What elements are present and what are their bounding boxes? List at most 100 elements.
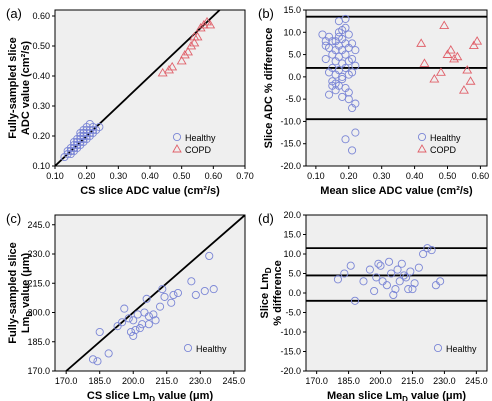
data-point-healthy [384,257,394,266]
identity-line [65,215,245,371]
legend-label: COPD [185,145,212,155]
data-point-healthy [341,135,350,144]
data-point-copd [198,19,209,29]
legend-label: Healthy [430,133,461,143]
data-point-copd [465,76,476,85]
data-point-healthy [348,39,357,48]
data-point-copd [472,36,483,45]
x-tick-label: 0.50 [173,171,191,181]
data-point-healthy [135,324,144,333]
y-axis-label: Fully-sampled slice [7,242,19,343]
data-point-healthy [173,288,182,298]
data-point-healthy [66,146,75,156]
data-point-copd [445,45,456,54]
data-point-healthy [200,286,209,296]
y-tick-label: -5.0 [285,94,301,104]
data-point-healthy [333,275,342,284]
legend-marker-triangle [172,144,182,153]
data-point-healthy [341,50,350,59]
x-axis-label: CS slice ADC value (cm²/s) [80,185,220,197]
data-point-healthy [149,310,158,319]
y-tick-label: 5.0 [288,50,301,60]
plot-content [55,10,221,166]
data-point-copd [452,51,463,61]
y-axis-label: ADC value (cm²/s) [20,41,32,135]
data-point-healthy [321,54,330,64]
data-point-healthy [118,318,127,327]
data-point-healthy [324,68,334,77]
x-tick-label: 0.60 [472,171,490,181]
x-tick-label: 0.10 [46,171,64,181]
data-point-healthy [344,88,353,97]
data-point-healthy [334,28,343,37]
y-tick-label: 245.0 [27,220,50,230]
panel-b: (b) 0.10 0.20 0.30 0.40 0.50 0.60 15.0 10.0 5.0 0.… [258,5,489,197]
legend-label: COPD [430,145,457,155]
x-tick-label: 0.30 [373,171,391,181]
data-point-healthy [151,316,160,325]
y-tick-label: 20.0 [283,210,301,220]
data-point-healthy [344,95,353,104]
data-point-healthy [156,302,165,311]
data-point-healthy [370,286,379,296]
data-point-healthy [410,279,419,288]
x-tick-label: 230.0 [189,376,212,386]
panel-label: (d) [258,211,274,226]
data-point-healthy [169,290,178,300]
data-point-copd [167,61,178,71]
data-point-copd [176,55,187,65]
y-axis-label: Slice LmD [259,267,273,318]
data-point-healthy [341,23,350,32]
x-axis-label: Mean slice LmD value (μm) [327,390,466,401]
data-point-copd [429,73,440,83]
data-point-healthy [138,320,147,329]
legend-marker-circle [183,343,193,353]
data-point-healthy [324,90,334,99]
data-point-healthy [88,125,98,135]
x-tick-label: 215.0 [155,376,178,386]
data-point-healthy [73,140,82,150]
data-point-healthy [341,14,350,23]
data-point-healthy [427,246,436,255]
data-point-healthy [321,41,330,50]
data-point-healthy [423,244,432,253]
y-tick-label: -15.0 [280,347,301,357]
x-tick-label: 185.0 [337,376,360,386]
y-tick-label: 170.0 [27,366,50,376]
plot-content [65,215,245,371]
data-point-copd [468,40,479,50]
data-point-healthy [374,259,383,268]
y-tick-label: 0.30 [32,101,50,111]
data-point-healthy [120,304,129,313]
plot-content [306,14,487,155]
data-point-healthy [382,281,391,290]
data-point-copd [458,85,469,94]
data-point-healthy [95,122,104,132]
data-point-copd [462,65,473,74]
data-point-healthy [395,277,404,286]
x-tick-label: 0.70 [236,171,254,181]
x-tick-label: 0.40 [141,171,159,181]
y-tick-label: 10.0 [283,27,301,37]
y-tick-label: -10.0 [280,327,301,337]
data-point-healthy [338,75,347,84]
x-tick-label: 200.0 [369,376,392,386]
y-tick-label: 15.0 [283,230,301,240]
y-tick-label: 230.0 [27,249,50,259]
data-point-healthy [351,46,360,55]
data-point-healthy [160,292,169,301]
data-point-healthy [351,61,360,70]
y-tick-label: 10.0 [283,249,301,259]
data-point-healthy [205,251,214,260]
data-point-healthy [372,273,381,282]
data-point-healthy [167,298,176,307]
panel-d: (d) 170.0 185.0 200.0 215.0 230.0 245.0 20.0 15.… [258,210,488,401]
data-point-copd [192,31,203,41]
data-point-healthy [399,271,409,280]
y-tick-label: 0.60 [32,11,50,21]
y-tick-label: 0.0 [288,72,301,82]
data-point-healthy [328,37,337,46]
data-point-healthy [391,285,400,294]
y-tick-label: 200.0 [27,308,50,318]
x-tick-label: 230.0 [433,376,456,386]
